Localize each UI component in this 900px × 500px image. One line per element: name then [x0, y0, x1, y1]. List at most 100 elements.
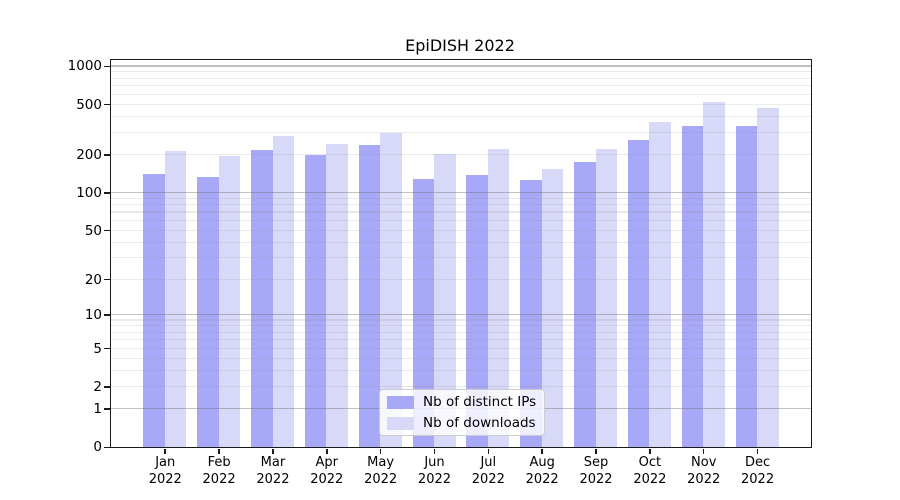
ytick-mark-20 [104, 278, 110, 281]
ytick-mark-5 [104, 347, 110, 350]
ytick-mark-10 [104, 314, 110, 316]
gridline-10 [111, 314, 811, 316]
bar-distinct-ips-apr [304, 154, 327, 447]
plot-area [110, 59, 812, 448]
gridline-700 [111, 85, 811, 87]
xtick-label-dec: Dec 2022 [741, 455, 775, 487]
bar-downloads-oct [649, 122, 671, 447]
gridline-200 [111, 153, 811, 156]
ytick-label-1000: 1000 [67, 58, 102, 75]
bar-distinct-ips-oct [627, 139, 650, 447]
xtick-mark-jun [433, 448, 436, 455]
gridline-400 [111, 115, 811, 118]
xtick-mark-may [379, 448, 382, 455]
gridline-900 [111, 71, 811, 73]
xtick-label-sep: Sep 2022 [579, 455, 613, 487]
bar-downloads-jan [164, 151, 187, 447]
ytick-label-200: 200 [76, 146, 102, 163]
bar-distinct-ips-aug [520, 179, 542, 447]
gridline-80 [111, 204, 811, 206]
legend-label-downloads: Nb of downloads [423, 415, 536, 431]
gridline-40 [111, 241, 811, 243]
xtick-label-jun: Jun 2022 [417, 455, 452, 487]
gridline-20 [111, 278, 811, 280]
ytick-mark-1 [104, 408, 110, 410]
ytick-mark-100 [104, 192, 110, 194]
ytick-label-0: 0 [93, 439, 102, 456]
gridline-500 [111, 103, 811, 105]
xtick-mark-feb [218, 448, 220, 455]
bar-downloads-jun [434, 154, 456, 447]
xtick-mark-sep [595, 448, 597, 455]
gridline-30 [111, 257, 811, 259]
ytick-mark-2 [104, 386, 110, 388]
bar-downloads-sep [595, 149, 618, 447]
bar-downloads-may [380, 132, 402, 447]
bar-distinct-ips-may [358, 145, 381, 447]
xtick-label-jan: Jan 2022 [148, 455, 182, 487]
ytick-label-10: 10 [84, 307, 102, 324]
xtick-mark-nov [702, 448, 705, 455]
gridline-300 [111, 131, 811, 133]
gridline-3 [111, 369, 811, 372]
ytick-label-2: 2 [93, 378, 102, 395]
bar-distinct-ips-jun [412, 179, 435, 447]
bar-distinct-ips-sep [574, 161, 596, 447]
bar-distinct-ips-mar [251, 149, 273, 447]
gridline-5 [111, 347, 811, 349]
bar-distinct-ips-jul [466, 175, 488, 447]
gridline-90 [111, 197, 811, 199]
gridline-600 [111, 93, 811, 95]
ytick-label-1: 1 [93, 401, 102, 418]
xtick-label-aug: Aug 2022 [525, 455, 559, 487]
xtick-mark-jul [487, 448, 490, 455]
chart-title: EpiDISH 2022 [405, 36, 515, 55]
bar-downloads-aug [541, 168, 564, 447]
ytick-label-20: 20 [84, 271, 102, 288]
legend-row-downloads: Nb of downloads [387, 415, 544, 431]
ytick-mark-500 [104, 103, 110, 106]
xtick-mark-apr [326, 448, 328, 455]
xtick-label-oct: Oct 2022 [633, 455, 667, 487]
bar-distinct-ips-feb [197, 176, 219, 447]
gridline-9 [111, 319, 811, 321]
legend-label-distinct-ips: Nb of distinct IPs [423, 394, 537, 410]
ytick-label-50: 50 [84, 222, 102, 239]
bar-downloads-feb [218, 155, 241, 447]
xtick-mark-jan [164, 448, 166, 455]
ytick-label-5: 5 [93, 340, 102, 357]
xtick-mark-oct [649, 448, 651, 455]
xtick-label-mar: Mar 2022 [256, 455, 290, 487]
xtick-label-apr: Apr 2022 [310, 455, 344, 487]
xtick-mark-mar [272, 448, 274, 455]
gridline-70 [111, 211, 811, 213]
xtick-mark-dec [756, 448, 759, 455]
bar-distinct-ips-jan [143, 173, 165, 447]
ytick-mark-200 [104, 154, 110, 156]
xtick-mark-aug [541, 448, 543, 455]
gridline-60 [111, 219, 811, 221]
gridline-6 [111, 339, 811, 341]
bar-downloads-nov [703, 101, 725, 447]
gridline-7 [111, 331, 811, 333]
ytick-mark-50 [104, 229, 110, 232]
legend-swatch-distinct-ips [387, 395, 414, 409]
ytick-label-100: 100 [76, 184, 102, 201]
ytick-mark-0 [104, 446, 110, 449]
xtick-label-jul: Jul 2022 [471, 455, 505, 487]
gridline-50 [111, 229, 811, 231]
ytick-label-500: 500 [76, 96, 102, 113]
ytick-mark-1000 [104, 65, 110, 68]
legend-row-distinct-ips: Nb of distinct IPs [387, 394, 544, 410]
gridline-4 [111, 357, 811, 359]
bar-downloads-apr [326, 144, 348, 447]
bar-distinct-ips-nov [681, 126, 704, 447]
xtick-label-feb: Feb 2022 [202, 455, 236, 487]
gridline-800 [111, 77, 811, 79]
bar-downloads-dec [757, 108, 779, 447]
bar-distinct-ips-dec [735, 126, 758, 447]
bar-downloads-mar [272, 136, 295, 447]
gridline-2 [111, 385, 811, 387]
bar-downloads-jul [487, 148, 510, 447]
